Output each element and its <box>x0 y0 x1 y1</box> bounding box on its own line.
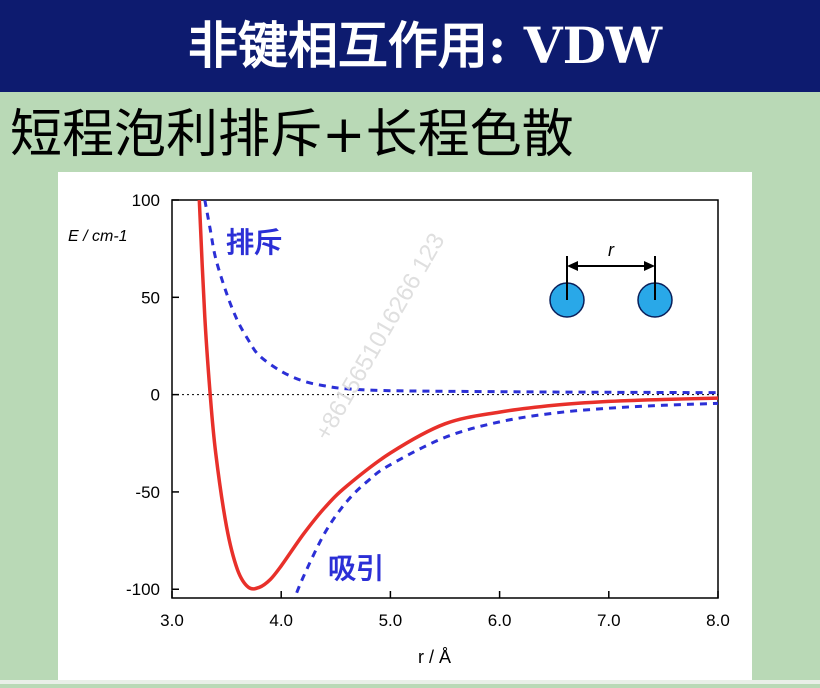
slide-title: 非键相互作用: VDW <box>187 16 663 75</box>
attraction-label: 吸引 <box>328 553 384 584</box>
distance-label: r <box>608 240 615 260</box>
x-tick-label: 5.0 <box>379 611 403 630</box>
x-tick-label: 4.0 <box>269 611 293 630</box>
x-tick-label: 3.0 <box>160 611 184 630</box>
y-tick-label: -50 <box>135 483 160 502</box>
title-bar: 非键相互作用: VDW <box>0 0 820 92</box>
arrowhead-right <box>644 261 655 271</box>
total-potential-curve <box>197 200 718 591</box>
x-tick-label: 8.0 <box>706 611 730 630</box>
y-axis-label: E / cm-1 <box>68 228 128 245</box>
x-tick-label: 6.0 <box>488 611 512 630</box>
atom-pair-inset: r <box>549 240 673 318</box>
slide-subtitle: 短程泡利排斥+长程色散 <box>10 105 574 165</box>
bottom-strip <box>0 680 820 684</box>
y-tick-label: 50 <box>141 288 160 307</box>
y-tick-label: -100 <box>126 580 160 599</box>
arrowhead-left <box>567 261 578 271</box>
repulsion-curve <box>203 200 718 395</box>
attraction-curve <box>293 401 718 598</box>
chart-panel: 3.0 4.0 5.0 6.0 7.0 8.0 100 50 0 -50 -100 E / cm-1… <box>58 172 752 684</box>
x-axis-label: r / Å <box>418 647 451 667</box>
x-tick-label: 7.0 <box>597 611 621 630</box>
y-tick-label: 0 <box>151 386 160 405</box>
watermark: +8615651016266 123 <box>310 229 451 445</box>
repulsion-label: 排斥 <box>226 227 282 258</box>
energy-curve-chart: 3.0 4.0 5.0 6.0 7.0 8.0 100 50 0 -50 -100 E / cm-1… <box>68 191 730 667</box>
y-tick-label: 100 <box>132 191 160 210</box>
